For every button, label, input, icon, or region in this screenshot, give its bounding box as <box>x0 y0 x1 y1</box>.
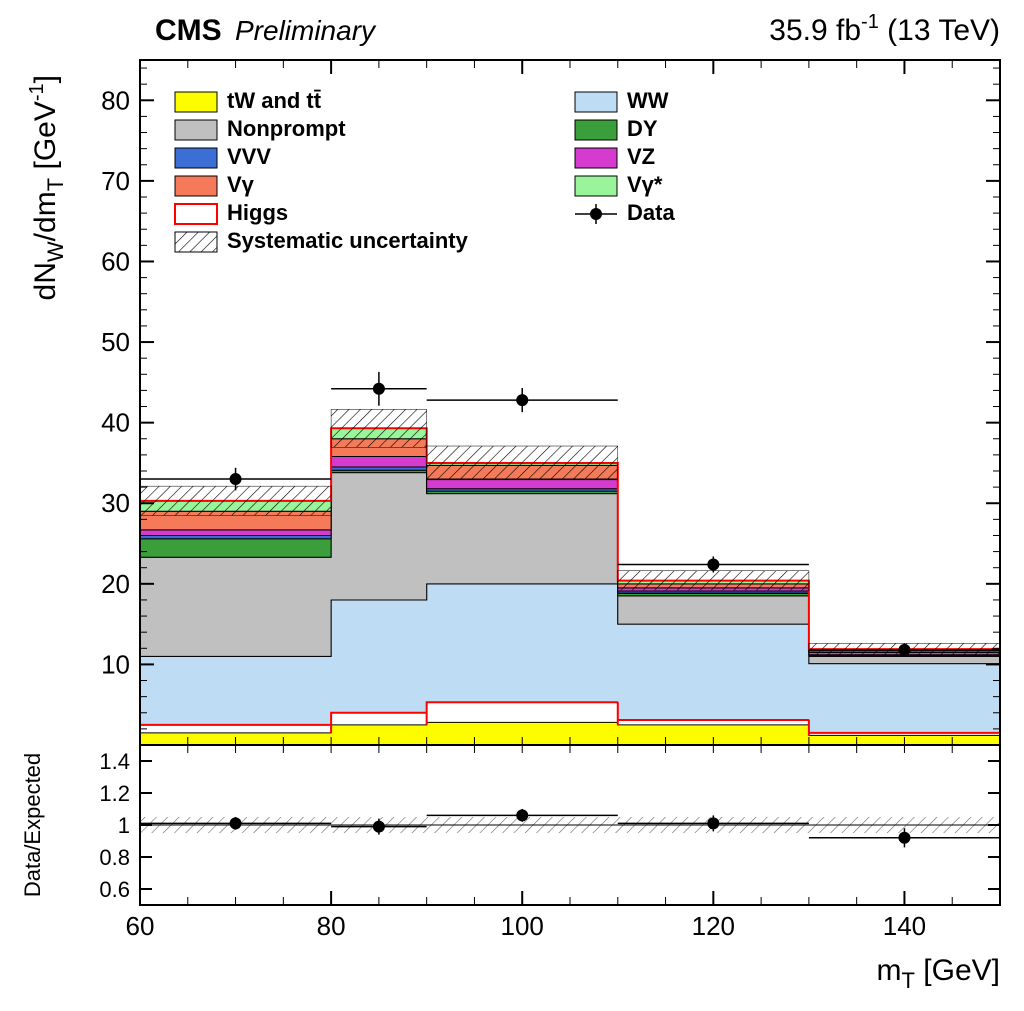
header-experiment: CMS <box>155 14 222 47</box>
xtick-label: 140 <box>883 911 926 941</box>
ratio-ytick-label: 1.2 <box>99 781 130 806</box>
legend-label-Nonprompt: Nonprompt <box>227 116 346 141</box>
data-point <box>516 394 528 406</box>
xtick-label: 60 <box>126 911 155 941</box>
xtick-label: 100 <box>501 911 544 941</box>
legend-label-syst: Systematic uncertainty <box>227 228 469 253</box>
syst-band <box>140 486 331 515</box>
data-point <box>373 383 385 395</box>
data-point <box>898 644 910 656</box>
xtick-label: 80 <box>317 911 346 941</box>
legend-label-tW_tt: tW and tt̄ <box>227 88 322 113</box>
legend-label-WW: WW <box>627 88 669 113</box>
legend: tW and tt̄ Nonprompt VVV Vγ Higgs Systematic … <box>175 88 675 253</box>
ratio-point <box>230 817 242 829</box>
ratio-ytick-label: 0.6 <box>99 877 130 902</box>
legend-label-Vg: Vγ <box>227 172 255 197</box>
ytick-label: 20 <box>101 569 130 599</box>
ratio-point <box>898 832 910 844</box>
x-axis-label: mT [GeV] <box>877 954 1001 993</box>
ytick-label: 70 <box>101 166 130 196</box>
legend-label-Higgs: Higgs <box>227 200 288 225</box>
header-preliminary: Preliminary <box>235 15 377 46</box>
syst-band <box>618 571 809 591</box>
ytick-label: 50 <box>101 327 130 357</box>
chart-figure: CMS Preliminary 35.9 fb-1 (13 TeV) 60 80 100 1… <box>0 0 1024 1011</box>
legend-label-Vgs: Vγ* <box>627 172 663 197</box>
ratio-panel <box>140 809 1000 847</box>
ratio-point <box>373 821 385 833</box>
ytick-label: 80 <box>101 85 130 115</box>
ytick-label: 60 <box>101 246 130 276</box>
syst-band <box>331 409 427 447</box>
ratio-y-label: Data/Expected <box>20 753 45 897</box>
ratio-ytick-label: 0.8 <box>99 845 130 870</box>
data-point <box>230 473 242 485</box>
header-lumi: 35.9 fb-1 (13 TeV) <box>769 11 1000 47</box>
ytick-label: 10 <box>101 649 130 679</box>
main-panel <box>140 372 1000 745</box>
xtick-label: 120 <box>692 911 735 941</box>
ratio-point <box>707 817 719 829</box>
ytick-label: 40 <box>101 408 130 438</box>
ratio-ytick-label: 1 <box>118 813 130 838</box>
y-axis-label: dNW/dmT [GeV-1] <box>26 75 68 300</box>
legend-label-VVV: VVV <box>227 144 271 169</box>
legend-label-data: Data <box>627 200 675 225</box>
syst-band <box>427 446 618 480</box>
legend-label-VZ: VZ <box>627 144 655 169</box>
ratio-point <box>516 809 528 821</box>
ytick-label: 30 <box>101 488 130 518</box>
chart-svg: CMS Preliminary 35.9 fb-1 (13 TeV) 60 80 100 1… <box>0 0 1024 1011</box>
legend-label-DY: DY <box>627 116 658 141</box>
data-point <box>707 558 719 570</box>
ratio-ytick-label: 1.4 <box>99 749 130 774</box>
